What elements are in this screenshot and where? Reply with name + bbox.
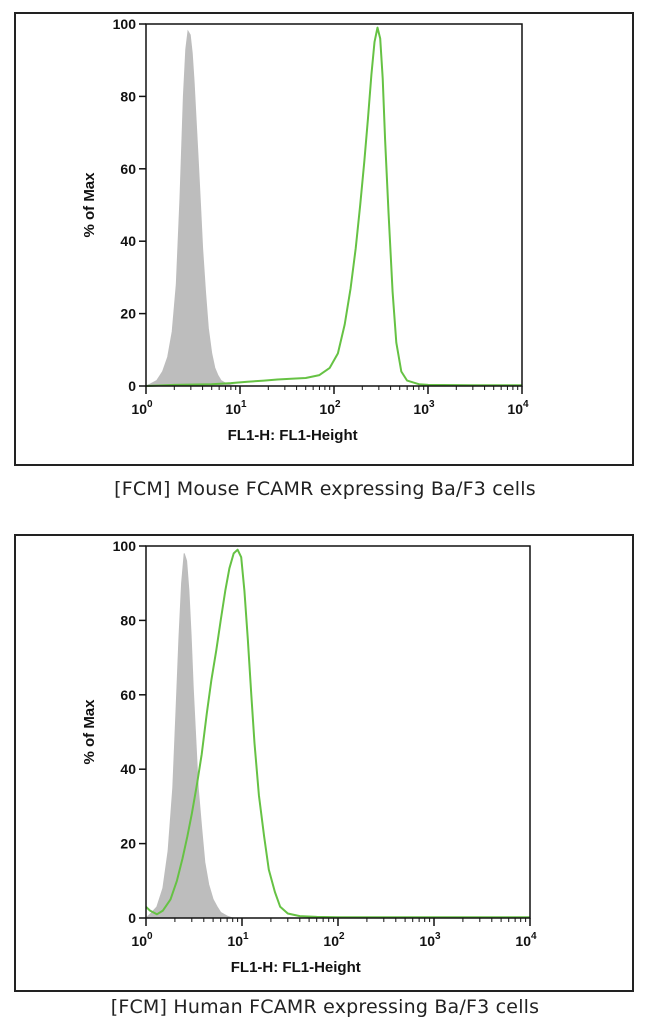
y-tick-label: 80: [120, 88, 136, 104]
x-tick-label: 104: [507, 399, 529, 417]
y-tick-label: 0: [128, 910, 136, 926]
y-tick-label: 0: [128, 378, 136, 394]
histogram-panel-mouse: 0 20 40 60 80 100 100 101 102 103 104 FL1-H: FL1-He…: [14, 12, 634, 466]
y-tick-label: 100: [113, 16, 137, 32]
y-axis-title: % of Max: [81, 699, 98, 765]
y-tick-label: 100: [113, 538, 137, 554]
x-tick-label: 100: [131, 931, 153, 949]
y-tick-label: 80: [120, 612, 136, 628]
sample-histogram-line: [145, 548, 530, 919]
y-tick-label: 60: [120, 161, 136, 177]
y-tick-label: 20: [120, 836, 136, 852]
x-tick-label: 103: [419, 931, 441, 949]
x-tick-label: 104: [515, 931, 537, 949]
y-tick-label: 20: [120, 306, 136, 322]
y-axis-title: % of Max: [81, 172, 98, 238]
control-histogram-fill: [145, 29, 241, 387]
histogram-chart-human: 0 20 40 60 80 100 100 101 102 103 104 FL1-H: FL1-He…: [81, 538, 537, 976]
y-tick-label: 40: [120, 761, 136, 777]
histogram-chart-mouse: 0 20 40 60 80 100 100 101 102 103 104 FL1-H: FL1-He…: [81, 16, 529, 444]
y-tick-label: 60: [120, 687, 136, 703]
y-tick-label: 40: [120, 233, 136, 249]
x-tick-label: 103: [413, 399, 435, 417]
histogram-panel-human: 0 20 40 60 80 100 100 101 102 103 104 FL1-H: FL1-He…: [14, 534, 634, 992]
x-tick-label: 101: [227, 931, 249, 949]
x-tick-label: 100: [131, 399, 153, 417]
x-tick-label: 102: [319, 399, 341, 417]
x-axis-title: FL1-H: FL1-Height: [231, 959, 361, 976]
sample-histogram-line: [145, 26, 522, 387]
x-axis-title: FL1-H: FL1-Height: [228, 427, 358, 444]
x-tick-label: 102: [323, 931, 345, 949]
x-tick-label: 101: [225, 399, 247, 417]
control-histogram-fill: [144, 553, 233, 919]
caption-human: [FCM] Human FCAMR expressing Ba/F3 cells: [110, 996, 540, 1018]
caption-mouse: [FCM] Mouse FCAMR expressing Ba/F3 cells: [114, 478, 536, 500]
